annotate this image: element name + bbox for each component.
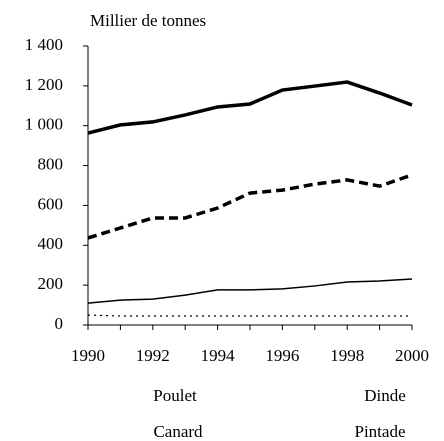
- series-line: [87, 80, 413, 135]
- series-line: [87, 314, 412, 317]
- x-tick-label: 1990: [71, 346, 105, 365]
- y-tick-label: 600: [38, 194, 64, 213]
- legend-label: Pintade: [355, 422, 406, 441]
- y-tick-label: 1 400: [25, 35, 63, 54]
- y-tick-label: 1 000: [25, 115, 63, 134]
- x-tick-label: 2000: [395, 346, 429, 365]
- y-tick-label: 0: [55, 314, 64, 333]
- y-tick-label: 1 200: [25, 75, 63, 94]
- x-tick-label: 1996: [265, 346, 299, 365]
- y-tick-label: 400: [38, 234, 64, 253]
- series-line: [87, 173, 413, 240]
- y-tick-label: 200: [38, 274, 64, 293]
- x-tick-label: 1994: [201, 346, 236, 365]
- legend-label: Canard: [153, 422, 203, 441]
- legend-label: Poulet: [153, 386, 197, 405]
- legend-label: Dinde: [364, 386, 406, 405]
- axis-title: Millier de tonnes: [90, 11, 206, 30]
- y-tick-label: 800: [38, 154, 64, 173]
- x-tick-label: 1998: [330, 346, 364, 365]
- x-tick-label: 1992: [136, 346, 170, 365]
- series-line: [87, 278, 413, 304]
